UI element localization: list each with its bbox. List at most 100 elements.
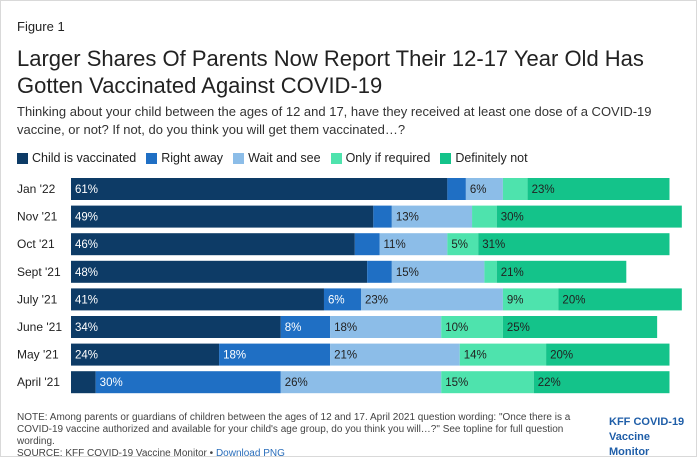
kff-logo: KFF COVID-19 Vaccine Monitor	[609, 415, 689, 460]
legend-swatch	[440, 152, 452, 164]
data-label: 6%	[470, 184, 487, 196]
legend-swatch	[146, 152, 158, 164]
category-label: Oct '21	[17, 237, 55, 251]
bar-segment	[280, 371, 442, 394]
bar-segment	[71, 260, 368, 283]
bar-segment	[527, 178, 670, 200]
data-label: 30%	[501, 212, 524, 224]
bar-segment	[502, 316, 658, 338]
legend-item-only-if-required: Only if required	[330, 151, 431, 165]
category-label: Nov '21	[17, 210, 58, 224]
data-label: 34%	[75, 322, 98, 334]
chart-note: NOTE: Among parents or guardians of chil…	[17, 412, 592, 460]
data-label: 61%	[75, 184, 98, 196]
bar-segment	[391, 260, 485, 283]
bar-segment	[391, 205, 473, 228]
legend-swatch	[17, 152, 28, 164]
bar-segment	[330, 343, 460, 366]
bar-segment	[354, 233, 380, 256]
bar-segment	[280, 316, 331, 338]
bar-segment	[496, 205, 682, 228]
data-label: 46%	[75, 239, 98, 251]
chart-title: Larger Shares Of Parents Now Report Thei…	[17, 46, 644, 98]
bar-segment	[465, 178, 503, 200]
legend-label: Right away	[161, 151, 224, 165]
category-label: Jan '22	[17, 182, 56, 196]
logo-line1: KFF COVID-19	[609, 416, 685, 428]
data-label: 25%	[507, 322, 530, 334]
category-label: July '21	[17, 292, 58, 306]
bar-segment	[558, 288, 682, 311]
data-label: 26%	[285, 377, 308, 389]
download-png-link[interactable]: Download PNG	[215, 448, 285, 459]
category-label: June '21	[17, 320, 62, 334]
bar-segment	[360, 288, 503, 311]
bar-segment	[71, 343, 220, 366]
data-label: 22%	[538, 377, 561, 389]
bar-segment	[373, 205, 392, 228]
bar-segment	[447, 233, 479, 256]
bar-segment	[71, 316, 281, 338]
bar-segment	[496, 260, 627, 283]
bar-segment	[219, 343, 331, 366]
data-label: 20%	[550, 350, 573, 362]
bar-segment	[533, 371, 670, 394]
category-label: May '21	[17, 348, 59, 362]
bar-segment	[459, 343, 547, 366]
data-label: 15%	[445, 377, 468, 389]
category-label: Sept '21	[17, 265, 61, 279]
bar-segment	[71, 288, 324, 311]
bar-segment	[71, 178, 448, 200]
data-label: 18%	[334, 322, 357, 334]
note-text: NOTE: Among parents or guardians of chil…	[17, 412, 571, 447]
data-label: 5%	[451, 239, 468, 251]
chart-legend: Child is vaccinated Right away Wait and …	[17, 151, 538, 165]
bar-segment	[71, 233, 355, 256]
legend-label: Wait and see	[248, 151, 321, 165]
data-label: 23%	[365, 294, 388, 306]
legend-item-child-vaccinated: Child is vaccinated	[17, 151, 136, 165]
data-label: 15%	[396, 267, 419, 279]
bar-segment	[441, 316, 503, 338]
data-label: 48%	[75, 267, 98, 279]
data-label: 21%	[334, 350, 357, 362]
data-label: 11%	[384, 239, 406, 251]
bar-segment	[447, 178, 466, 200]
data-label: 30%	[100, 377, 123, 389]
bar-segment	[502, 178, 528, 200]
data-label: 21%	[501, 267, 524, 279]
legend-label: Definitely not	[455, 151, 528, 165]
bar-segment	[379, 233, 448, 256]
bar-segment	[472, 205, 497, 228]
data-label: 6%	[328, 294, 345, 306]
data-label: 14%	[464, 350, 487, 362]
bar-segment	[95, 371, 281, 394]
stacked-bar-chart: Jan '22 61% 6% 23% Nov '21 49% 13% 30% Oct '21 46…	[17, 178, 682, 394]
data-label: 8%	[285, 322, 302, 334]
legend-swatch	[233, 152, 245, 164]
data-label: 23%	[532, 184, 555, 196]
bar-segment	[478, 233, 670, 256]
data-label: 18%	[223, 350, 246, 362]
legend-item-wait-and-see: Wait and see	[233, 151, 321, 165]
category-label: April '21	[17, 375, 60, 389]
bar-segment	[484, 260, 497, 283]
bar-segment	[502, 288, 559, 311]
logo-line2: Vaccine Monitor	[609, 431, 650, 458]
bar-segment	[71, 205, 374, 228]
data-label: 49%	[75, 212, 98, 224]
data-label: 41%	[75, 294, 98, 306]
data-label: 9%	[507, 294, 524, 306]
bar-segment	[323, 288, 361, 311]
legend-label: Only if required	[345, 151, 431, 165]
chart-subtitle: Thinking about your child between the ag…	[17, 104, 652, 137]
bar-segment	[546, 343, 670, 366]
legend-item-right-away: Right away	[146, 151, 223, 165]
bar-segment	[71, 371, 96, 394]
bar-segment	[330, 316, 442, 338]
data-label: 31%	[482, 239, 505, 251]
data-label: 24%	[75, 350, 98, 362]
data-label: 20%	[562, 294, 585, 306]
legend-swatch	[330, 152, 342, 164]
